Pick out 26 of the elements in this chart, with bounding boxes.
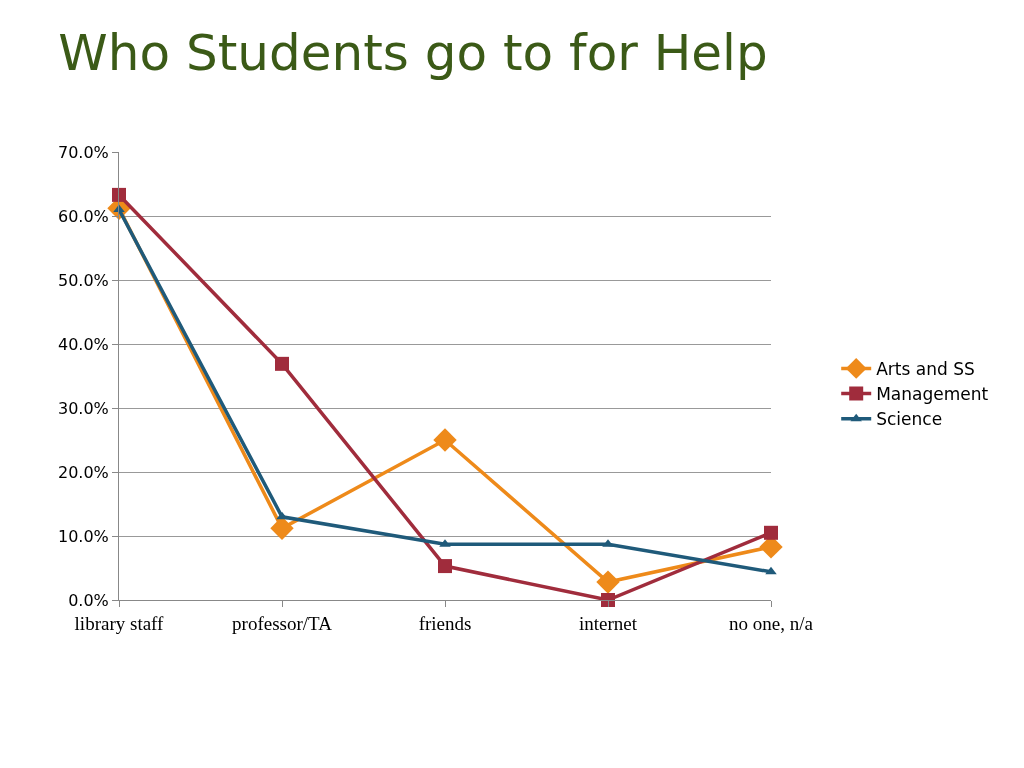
y-tick-label: 50.0%: [57, 270, 109, 290]
chart-title: Who Students go to for Help: [58, 23, 768, 82]
x-tick-label: professor/TA: [232, 612, 333, 634]
y-tick-label: 40.0%: [57, 334, 109, 354]
y-tick-label: 60.0%: [57, 206, 109, 226]
y-tick-label: 20.0%: [57, 462, 109, 482]
y-tick-label: 70.0%: [57, 142, 109, 162]
y-tick-label: 10.0%: [57, 526, 109, 546]
point: [596, 570, 620, 594]
x-tick-label: no one, n/a: [729, 612, 814, 634]
point: [112, 187, 126, 202]
legend-label: Management: [876, 384, 989, 405]
legend-label: Arts and SS: [876, 359, 975, 380]
x-tick-label: friends: [418, 612, 472, 634]
point: [270, 516, 294, 541]
point: [438, 559, 452, 574]
point: [275, 356, 289, 371]
point: [764, 525, 778, 540]
y-tick-label: 0.0%: [68, 590, 109, 610]
x-tick-label: internet: [578, 612, 638, 634]
x-tick-label: library staff: [74, 612, 165, 634]
point: [765, 566, 777, 575]
legend-label: Science: [876, 409, 943, 430]
y-tick-label: 30.0%: [57, 398, 109, 418]
point: [433, 428, 457, 452]
point: [276, 511, 288, 520]
